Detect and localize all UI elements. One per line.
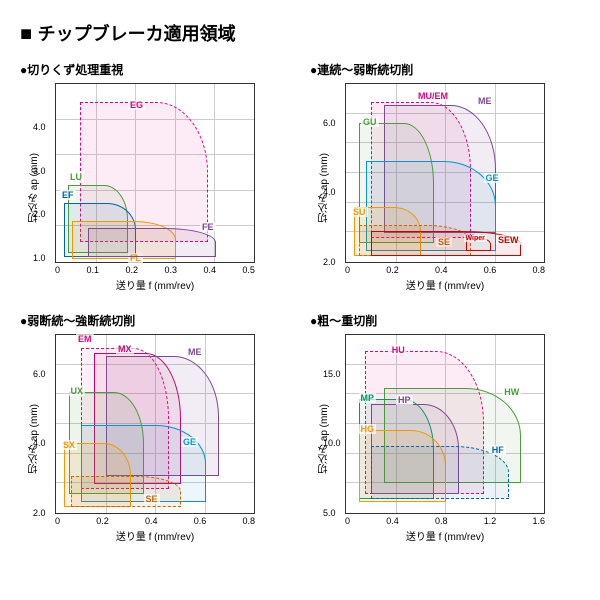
chart-area: 切込み ap (mm)2.04.06.0MU/EMMEGUGESUSESEWWi…: [345, 83, 580, 292]
chart-plot: MU/EMMEGUGESUSESEWWiper: [345, 83, 545, 263]
main-title: チップブレーカ適用領域: [20, 20, 580, 46]
chart-container-chart3: 弱断続～強断続切削切込み ap (mm)2.04.06.0EMMXMEUXGES…: [20, 312, 290, 543]
region-label-EF: EF: [60, 190, 76, 200]
region-label-SEW: SEW: [496, 235, 521, 245]
region-label-MX: MX: [116, 344, 134, 354]
region-label-MU/EM: MU/EM: [416, 91, 450, 101]
region-label-GU: GU: [361, 117, 379, 127]
x-ticks: 00.20.40.60.8: [55, 516, 255, 526]
chart-plot: HU HW MP HP HG HF: [345, 334, 545, 514]
chart-area: 切込み ap (mm)2.04.06.0EMMXMEUXGESXSE00.20.…: [55, 334, 290, 543]
region-label-SE: SE: [144, 494, 160, 504]
chart-container-chart4: 粗～重切削切込み ap (mm)5.010.015.0HUHWMPHPHGHF0…: [310, 312, 580, 543]
region-label-MP: MP: [359, 393, 377, 403]
region-label-HP: HP: [396, 395, 413, 405]
region-label-Wiper: Wiper: [464, 235, 487, 242]
chart-area: 切込み ap (mm)5.010.015.0HUHWMPHPHGHF00.40.…: [345, 334, 580, 543]
y-ticks: 1.02.03.04.0: [33, 83, 46, 292]
region-label-EM: EM: [76, 334, 94, 344]
region-label-HW: HW: [502, 387, 521, 397]
region-label-HF: HF: [490, 445, 506, 455]
region-SE: [71, 476, 181, 507]
region-label-SX: SX: [61, 440, 77, 450]
chart-title: 粗～重切削: [310, 312, 580, 329]
x-axis-label: 送り量 f (mm/rev): [55, 528, 255, 543]
x-axis-label: 送り量 f (mm/rev): [345, 528, 545, 543]
region-label-ME: ME: [476, 96, 494, 106]
x-ticks: 00.10.20.30.40.5: [55, 265, 255, 275]
y-ticks: 2.04.06.0: [33, 334, 46, 543]
region-label-GE: GE: [484, 173, 501, 183]
x-axis-label: 送り量 f (mm/rev): [345, 277, 545, 292]
chart-title: 弱断続～強断続切削: [20, 312, 290, 329]
region-label-LU: LU: [68, 172, 84, 182]
region-label-UX: UX: [69, 386, 86, 396]
x-axis-label: 送り量 f (mm/rev): [55, 277, 255, 292]
region-label-EG: EG: [128, 100, 145, 110]
chart-title: 切りくず処理重視: [20, 61, 290, 78]
chart-container-chart1: 切りくず処理重視切込み ap (mm)1.02.03.04.0EGLUEFFLF…: [20, 61, 290, 292]
chart-title: 連続～弱断続切削: [310, 61, 580, 78]
x-ticks: 00.40.81.21.6: [345, 516, 545, 526]
region-label-ME: ME: [186, 347, 204, 357]
region-label-FE: FE: [200, 222, 216, 232]
charts-grid: 切りくず処理重視切込み ap (mm)1.02.03.04.0EGLUEFFLF…: [20, 61, 580, 543]
y-ticks: 5.010.015.0: [323, 334, 341, 543]
region-FE: [88, 228, 216, 257]
chart-plot: EGLUEFFLFE: [55, 83, 255, 263]
x-ticks: 00.20.40.60.8: [345, 265, 545, 275]
chart-container-chart2: 連続～弱断続切削切込み ap (mm)2.04.06.0MU/EMMEGUGES…: [310, 61, 580, 292]
region-label-HG: HG: [359, 424, 377, 434]
region-label-GE: GE: [181, 437, 198, 447]
region-HF: [371, 446, 509, 499]
chart-plot: EM MX ME UX GE SX SE: [55, 334, 255, 514]
region-label-HU: HU: [390, 345, 407, 355]
chart-area: 切込み ap (mm)1.02.03.04.0EGLUEFFLFE00.10.2…: [55, 83, 290, 292]
region-label-SU: SU: [351, 207, 368, 217]
y-ticks: 2.04.06.0: [323, 83, 336, 292]
